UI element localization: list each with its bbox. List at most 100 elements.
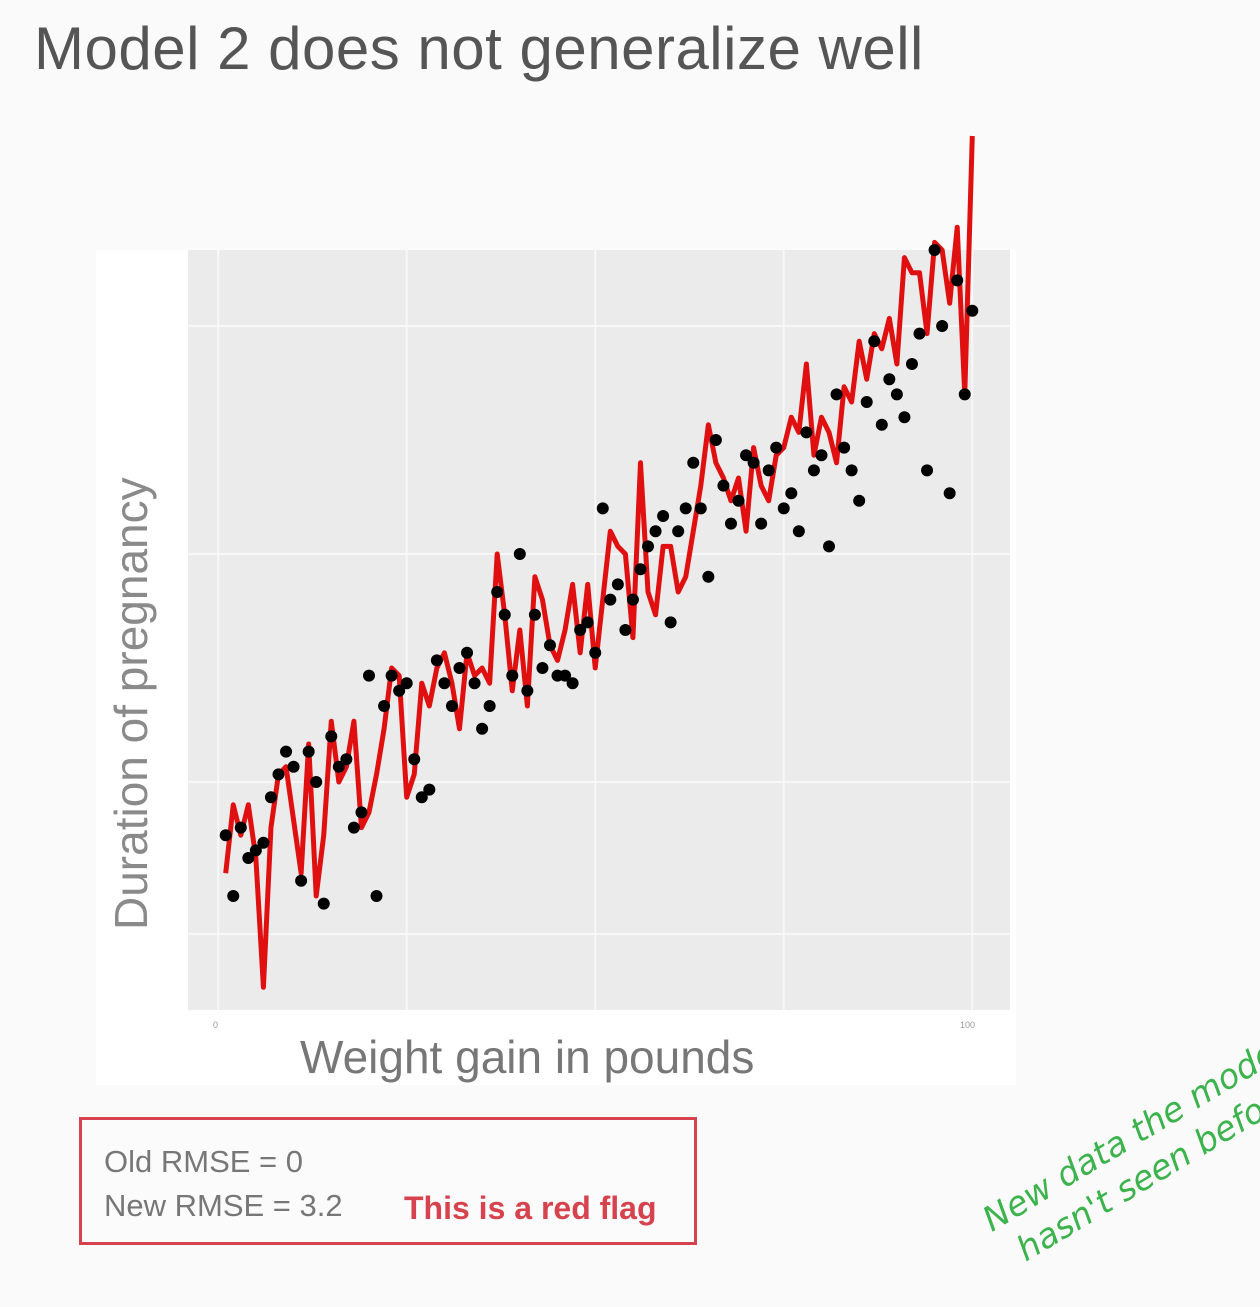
data-point	[717, 479, 730, 492]
data-point	[543, 639, 556, 652]
data-point	[521, 684, 534, 697]
y-axis-label: Duration of pregnancy	[105, 477, 157, 930]
data-point	[295, 874, 308, 887]
data-point	[415, 791, 428, 804]
data-point	[875, 418, 888, 431]
data-point	[657, 510, 670, 522]
data-point	[868, 335, 881, 348]
data-point	[921, 464, 934, 477]
data-point	[807, 464, 820, 477]
data-point	[823, 540, 836, 553]
data-point	[860, 396, 873, 408]
data-point	[498, 608, 511, 621]
data-point	[928, 244, 941, 256]
data-point	[476, 722, 489, 735]
data-point	[936, 320, 949, 332]
data-point	[272, 768, 285, 781]
old-rmse-text: Old RMSE = 0	[104, 1144, 303, 1179]
data-point	[310, 776, 323, 788]
data-point	[408, 753, 421, 766]
data-point	[740, 449, 753, 462]
data-point	[800, 426, 813, 439]
data-point	[355, 806, 368, 819]
data-point	[574, 624, 587, 636]
data-point	[347, 821, 360, 834]
x-tick-label-100: 100	[960, 1020, 976, 1030]
data-point	[242, 852, 255, 864]
x-axis-label: Weight gain in pounds	[300, 1031, 755, 1083]
data-point	[634, 563, 647, 576]
data-point	[393, 684, 406, 697]
data-point	[943, 487, 956, 500]
data-point	[815, 449, 828, 462]
data-point	[280, 745, 293, 758]
data-point	[702, 570, 715, 583]
data-point	[227, 890, 240, 902]
data-point	[589, 646, 602, 659]
data-point	[830, 388, 843, 401]
data-point	[528, 608, 541, 621]
new-rmse-text: New RMSE = 3.2	[104, 1188, 343, 1223]
data-point	[506, 669, 519, 682]
data-point	[332, 760, 345, 773]
red-flag-text: This is a red flag	[404, 1190, 657, 1226]
data-point	[249, 844, 262, 857]
data-point	[898, 411, 911, 424]
data-point	[762, 464, 775, 477]
data-point	[596, 502, 609, 515]
rmse-box: Old RMSE = 0 New RMSE = 3.2 This is a re…	[79, 1117, 697, 1245]
data-point	[423, 783, 436, 796]
data-point	[785, 487, 798, 500]
data-point	[385, 669, 398, 682]
scatter-plot	[188, 135, 1010, 1010]
data-point	[340, 753, 353, 766]
data-point	[264, 791, 277, 804]
model-fit-line	[223, 135, 975, 990]
data-point	[453, 662, 466, 674]
data-point	[536, 662, 549, 674]
data-point	[679, 502, 692, 515]
data-point	[430, 654, 443, 667]
data-point	[566, 677, 579, 690]
data-point	[378, 700, 391, 712]
data-point	[491, 586, 504, 598]
data-point	[513, 548, 526, 560]
x-tick-label-0: 0	[213, 1020, 219, 1030]
data-point	[604, 593, 617, 606]
data-point	[770, 441, 783, 454]
data-point	[755, 517, 768, 530]
data-point	[642, 540, 655, 553]
data-point	[626, 593, 639, 606]
data-point	[724, 517, 737, 530]
data-point	[732, 494, 745, 507]
data-point	[687, 456, 700, 469]
data-point	[219, 829, 232, 842]
data-point	[257, 836, 270, 849]
data-point	[747, 456, 760, 469]
data-point	[905, 358, 918, 370]
data-point	[672, 525, 685, 538]
data-point	[483, 700, 496, 712]
data-point	[966, 304, 979, 317]
data-point	[883, 373, 896, 386]
data-point	[400, 677, 413, 690]
data-point	[370, 890, 383, 902]
data-point	[468, 677, 481, 690]
data-point	[792, 525, 805, 538]
gridlines	[188, 250, 1010, 1010]
data-point	[325, 730, 338, 743]
data-point	[234, 821, 247, 834]
data-point	[853, 494, 866, 507]
data-point	[317, 897, 330, 910]
data-point	[559, 669, 572, 682]
data-point	[958, 388, 971, 401]
data-point	[913, 327, 926, 340]
slide-title: Model 2 does not generalize well	[34, 15, 924, 82]
data-point	[287, 760, 300, 773]
data-point	[619, 624, 632, 636]
data-points	[219, 244, 979, 910]
data-point	[445, 700, 458, 712]
data-point	[302, 745, 315, 758]
data-point	[694, 502, 707, 515]
data-point	[777, 502, 790, 515]
